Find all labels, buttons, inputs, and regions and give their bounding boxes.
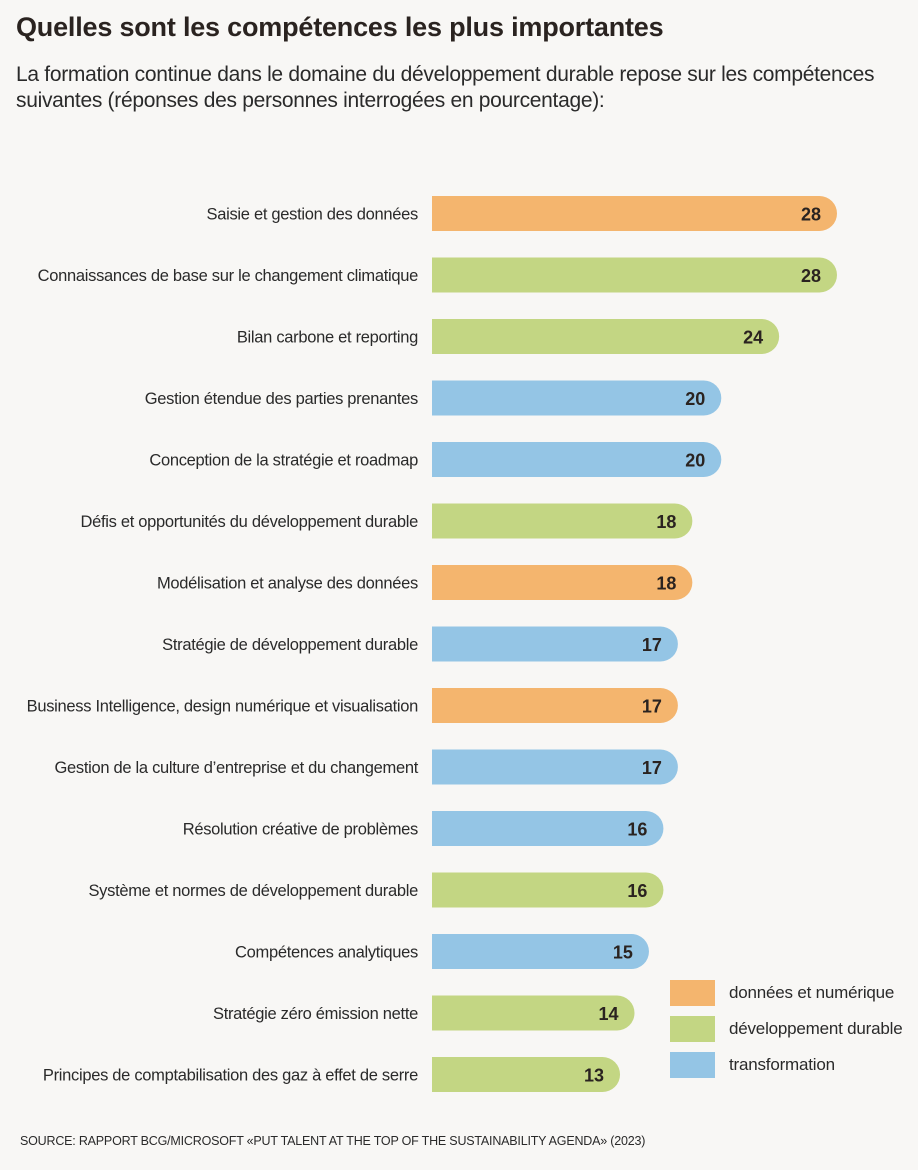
category-label-gestion-etendue-des-parties-prenantes: Gestion étendue des parties prenantes [145, 390, 418, 408]
category-label-strategie-zero-emission-nette: Stratégie zéro émission nette [213, 1005, 418, 1023]
category-label-strategie-de-developpement-durable: Stratégie de développement durable [162, 636, 418, 654]
category-label-saisie-et-gestion-des-donnees: Saisie et gestion des données [207, 206, 419, 224]
legend-label-transformation: transformation [729, 1055, 835, 1074]
chart-title: Quelles sont les compétences les plus im… [16, 12, 664, 42]
value-label-strategie-zero-emission-nette: 14 [598, 1004, 618, 1024]
bar-gestion-de-la-culture-d-entreprise-et-du-changement [432, 749, 678, 785]
value-label-conception-de-la-strategie-et-roadmap: 20 [685, 451, 705, 471]
legend-item-durable: développement durable [670, 1016, 903, 1042]
bar-business-intelligence-design-numerique-et-visualisation [432, 688, 678, 723]
legend-label-durable: développement durable [729, 1019, 903, 1038]
category-label-principes-de-comptabilisation-des-gaz-a-effet-de-serre: Principes de comptabilisation des gaz à … [43, 1067, 418, 1085]
bar-defis-et-opportunites-du-developpement-durable [432, 503, 693, 539]
category-label-gestion-de-la-culture-d-entreprise-et-du-changement: Gestion de la culture d’entreprise et du… [54, 759, 418, 777]
category-label-defis-et-opportunites-du-developpement-durable: Défis et opportunités du développement d… [80, 513, 418, 531]
bar-competences-analytiques [432, 934, 649, 969]
value-label-saisie-et-gestion-des-donnees: 28 [801, 205, 821, 225]
bar-modelisation-et-analyse-des-donnees [432, 565, 693, 600]
legend-item-donnees: données et numérique [670, 980, 903, 1006]
value-label-competences-analytiques: 15 [613, 943, 633, 963]
category-label-competences-analytiques: Compétences analytiques [235, 944, 418, 962]
value-label-business-intelligence-design-numerique-et-visualisation: 17 [642, 697, 662, 717]
category-label-bilan-carbone-et-reporting: Bilan carbone et reporting [237, 329, 418, 347]
bar-principes-de-comptabilisation-des-gaz-a-effet-de-serre [432, 1057, 621, 1092]
chart-subtitle: La formation continue dans le domaine du… [16, 63, 875, 112]
bar-strategie-zero-emission-nette [432, 995, 635, 1031]
value-label-modelisation-et-analyse-des-donnees: 18 [656, 574, 676, 594]
source-note: SOURCE: RAPPORT BCG/MICROSOFT «PUT TALEN… [20, 1134, 646, 1148]
bar-bilan-carbone-et-reporting [432, 319, 780, 354]
value-label-resolution-creative-de-problemes: 16 [627, 820, 647, 840]
bar-gestion-etendue-des-parties-prenantes [432, 380, 722, 416]
category-label-conception-de-la-strategie-et-roadmap: Conception de la stratégie et roadmap [149, 452, 418, 470]
category-label-systeme-et-normes-de-developpement-durable: Système et normes de développement durab… [88, 882, 418, 900]
bar-conception-de-la-strategie-et-roadmap [432, 442, 722, 477]
bar-systeme-et-normes-de-developpement-durable [432, 872, 664, 908]
bar-chart: Saisie et gestion des données 28 Connaissa… [27, 196, 837, 1092]
bar-saisie-et-gestion-des-donnees [432, 196, 837, 231]
bar-resolution-creative-de-problemes [432, 811, 664, 846]
bar-strategie-de-developpement-durable [432, 626, 678, 662]
category-label-business-intelligence-design-numerique-et-visualisation: Business Intelligence, design numérique … [27, 698, 418, 716]
legend-swatch-transformation [670, 1052, 715, 1078]
value-label-gestion-etendue-des-parties-prenantes: 20 [685, 389, 705, 409]
legend-item-transformation: transformation [670, 1052, 903, 1078]
value-label-systeme-et-normes-de-developpement-durable: 16 [627, 881, 647, 901]
value-label-bilan-carbone-et-reporting: 24 [743, 328, 763, 348]
legend: données et numérique développement durab… [670, 980, 903, 1088]
value-label-principes-de-comptabilisation-des-gaz-a-effet-de-serre: 13 [584, 1066, 604, 1086]
legend-label-donnees: données et numérique [729, 983, 895, 1002]
category-label-modelisation-et-analyse-des-donnees: Modélisation et analyse des données [157, 575, 418, 593]
legend-swatch-donnees [670, 980, 715, 1006]
legend-swatch-durable [670, 1016, 715, 1042]
value-label-gestion-de-la-culture-d-entreprise-et-du-changement: 17 [642, 758, 662, 778]
value-label-strategie-de-developpement-durable: 17 [642, 635, 662, 655]
bar-connaissances-de-base-sur-le-changement-climatique [432, 257, 837, 293]
category-label-resolution-creative-de-problemes: Résolution créative de problèmes [183, 821, 418, 839]
value-label-defis-et-opportunites-du-developpement-durable: 18 [656, 512, 676, 532]
category-label-connaissances-de-base-sur-le-changement-climatique: Connaissances de base sur le changement … [38, 267, 418, 285]
value-label-connaissances-de-base-sur-le-changement-climatique: 28 [801, 266, 821, 286]
